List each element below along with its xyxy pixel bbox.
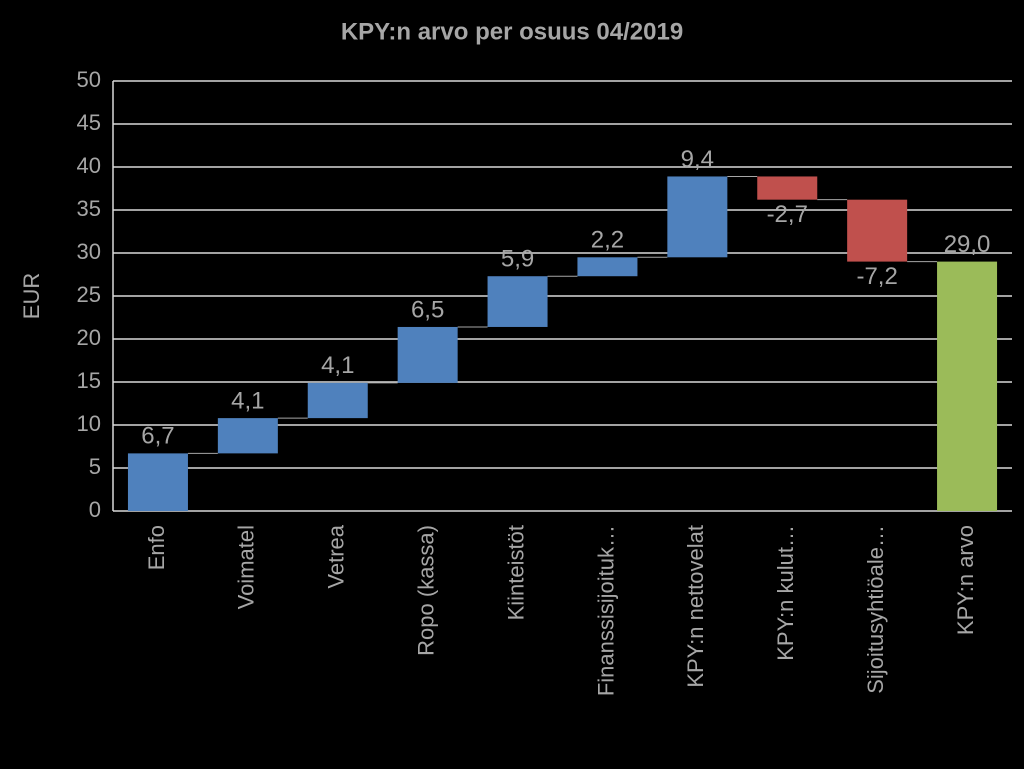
x-tick-label: Enfo bbox=[144, 525, 169, 570]
x-tick-label: Voimatel bbox=[234, 525, 259, 609]
value-label: 9,4 bbox=[681, 146, 714, 173]
bar bbox=[937, 261, 998, 511]
y-tick-label: 25 bbox=[77, 282, 101, 307]
y-tick-label: 0 bbox=[89, 497, 101, 522]
x-tick-label: Vetrea bbox=[324, 524, 349, 588]
value-label: 29,0 bbox=[944, 231, 991, 258]
bar bbox=[217, 418, 278, 454]
value-label: 6,5 bbox=[411, 296, 444, 323]
x-tick-label: KPY:n kulut… bbox=[773, 525, 798, 661]
x-tick-label: KPY:n arvo bbox=[953, 525, 978, 635]
x-tick-label: Sijoitusyhtiöale… bbox=[863, 525, 888, 694]
chart-title: KPY:n arvo per osuus 04/2019 bbox=[341, 18, 683, 45]
y-tick-label: 30 bbox=[77, 239, 101, 264]
y-tick-label: 45 bbox=[77, 110, 101, 135]
value-label: 4,1 bbox=[321, 352, 354, 379]
y-tick-label: 35 bbox=[77, 196, 101, 221]
bar bbox=[487, 276, 548, 327]
value-label: 6,7 bbox=[141, 423, 174, 450]
y-tick-label: 50 bbox=[77, 67, 101, 92]
value-label: -2,7 bbox=[767, 201, 808, 228]
y-tick-label: 5 bbox=[89, 454, 101, 479]
bar bbox=[127, 453, 188, 511]
x-tick-label: KPY:n nettovelat bbox=[683, 525, 708, 688]
bar bbox=[577, 257, 638, 277]
y-tick-label: 10 bbox=[77, 411, 101, 436]
y-tick-label: 20 bbox=[77, 325, 101, 350]
value-label: -7,2 bbox=[856, 263, 897, 290]
bar bbox=[847, 199, 908, 262]
bar bbox=[397, 326, 458, 383]
bar bbox=[307, 382, 368, 419]
bar bbox=[757, 176, 818, 200]
y-tick-label: 15 bbox=[77, 368, 101, 393]
x-tick-label: Finanssisijoituk… bbox=[593, 525, 618, 696]
x-tick-label: Ropo (kassa) bbox=[413, 525, 438, 656]
value-label: 5,9 bbox=[501, 246, 534, 273]
bar bbox=[667, 176, 728, 258]
value-label: 2,2 bbox=[591, 227, 624, 254]
y-axis-label: EUR bbox=[19, 273, 44, 319]
y-tick-label: 40 bbox=[77, 153, 101, 178]
value-label: 4,1 bbox=[231, 387, 264, 414]
x-tick-label: Kiinteistöt bbox=[503, 525, 528, 620]
